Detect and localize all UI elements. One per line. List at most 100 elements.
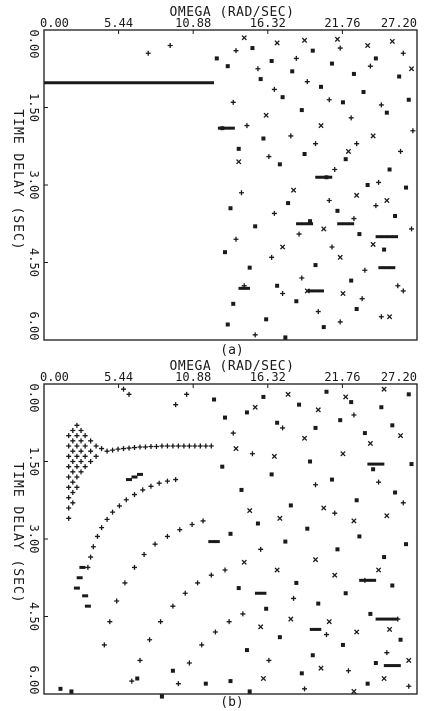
panel-b-point-plus (78, 459, 84, 464)
panel-b-point-plus (74, 422, 80, 428)
panel-b-point-plus (182, 590, 188, 596)
panel-b-point-plus (199, 642, 205, 648)
panel-a-point-plus (348, 115, 354, 121)
panel-b-point-plus (107, 619, 113, 625)
panel-b-point-square (212, 397, 217, 402)
panel-b-point-cross (381, 675, 387, 682)
panel-a-point-plus (373, 203, 379, 209)
panel-b-point-square (277, 635, 282, 640)
panel-b-point-plus (66, 443, 72, 449)
panel-b-point-square (329, 477, 334, 482)
panel-b-point-cross (321, 505, 327, 511)
panel-b-point-plus (266, 657, 272, 663)
panel-b-point-cross (332, 572, 338, 578)
panel-a-point-cross (408, 66, 415, 72)
panel-b-x-tick-label: 16.32 (250, 370, 286, 384)
panel-b-point-square (269, 472, 274, 477)
panel-a-point-cross (364, 42, 371, 49)
panel-b-point-square (313, 425, 318, 430)
panel-a-point-plus (395, 283, 401, 289)
panel-b-point-square (409, 462, 414, 467)
panel-a-point-plus (351, 216, 357, 222)
panel-b-point-square (368, 611, 373, 616)
panel-b-point-cross (247, 507, 253, 514)
panel-b-x-tick-label: 0.00 (40, 370, 69, 384)
panel-a-point-dash (348, 222, 355, 226)
panel-b-point-plus (115, 446, 121, 452)
panel-b-point-plus (126, 391, 132, 397)
panel-b-point-plus (170, 443, 176, 449)
panel-b-point-plus (142, 444, 148, 450)
panel-b-y-tick-label: 4.50 (27, 602, 41, 631)
panel-b-point-plus (177, 527, 183, 533)
panel-b-point-plus (186, 660, 192, 666)
panel-b-point-dash (208, 540, 215, 544)
panel-a-point-dash (217, 126, 224, 130)
panel-a-point-plus (337, 319, 343, 325)
panel-b-point-cross (367, 440, 374, 447)
panel-a-x-tick-label: 10.88 (175, 16, 211, 30)
panel-b-point-plus (240, 611, 246, 617)
panel-b-point-plus (384, 650, 390, 656)
panel-b-point-dash (315, 627, 322, 631)
panel-b-point-plus (323, 632, 329, 638)
panel-b-point-plus (88, 448, 94, 454)
panel-a-point-square (294, 299, 299, 304)
panel-a-point-cross (389, 38, 395, 45)
panel-b-point-plus (88, 438, 94, 444)
panel-a-point-cross (321, 226, 327, 232)
panel-a-point-dash (318, 289, 325, 293)
panel-b-point-plus (70, 459, 76, 464)
panel-b-point-square (69, 689, 74, 694)
panel-b-point-plus (170, 603, 176, 609)
panel-b-point-plus (110, 447, 116, 453)
panel-b-point-square (58, 686, 63, 691)
panel-b-point-cross (351, 688, 357, 695)
panel-b-point-dash (309, 627, 316, 631)
panel-a-point-square (275, 283, 280, 288)
panel-a-point-cross (354, 192, 360, 198)
panel-b-point-square (294, 580, 299, 585)
panel-a-point-cross (318, 122, 324, 129)
panel-b-point-plus (66, 474, 72, 480)
panel-a-point-cross (334, 36, 341, 42)
panel-b-point-dash (254, 591, 261, 595)
panel-b-point-square (310, 653, 315, 658)
panel-b-point-plus (66, 464, 72, 470)
panel-b-point-square (283, 539, 288, 544)
panel-a-point-plus (315, 309, 321, 315)
panel-a-point-square (357, 232, 362, 237)
panel-a-point-plus (233, 236, 239, 242)
panel-b-point-plus (212, 629, 218, 635)
panel-b-point-plus (137, 444, 143, 450)
panel-b-label: (b) (220, 695, 243, 710)
panel-a-point-square (387, 167, 392, 172)
panel-a-point-square (228, 206, 233, 211)
panel-b-point-plus (249, 451, 255, 457)
panel-b-point-plus (82, 464, 88, 470)
panel-b-point-square (308, 459, 313, 464)
panel-a-point-plus (354, 141, 360, 147)
panel-b-point-plus (208, 443, 214, 449)
panel-b-point-plus (66, 495, 72, 501)
panel-a-point-plus (329, 244, 335, 250)
panel-b-point-plus (376, 479, 382, 485)
panel-b-point-square (255, 521, 260, 526)
panel-b-point-square (338, 418, 343, 423)
panel-b-point-plus (93, 453, 99, 459)
panel-b-point-square (316, 601, 321, 606)
panel-b-point-plus (123, 497, 129, 503)
panel-b-point-square (390, 423, 395, 428)
panel-b-point-plus (132, 492, 138, 498)
panel-a-point-square (393, 214, 398, 218)
panel-a-point-plus (313, 141, 319, 147)
panel-a-point-square (264, 317, 269, 322)
panel-a-point-cross (274, 40, 280, 46)
panel-b-point-plus (208, 572, 214, 578)
panel-a-point-plus (376, 179, 382, 185)
panel-a-point-square (382, 247, 387, 252)
panel-b-point-plus (175, 443, 181, 449)
panel-b-point-plus (137, 657, 143, 663)
panel-a-point-square (351, 71, 356, 76)
panel-a-point-plus (326, 97, 332, 103)
